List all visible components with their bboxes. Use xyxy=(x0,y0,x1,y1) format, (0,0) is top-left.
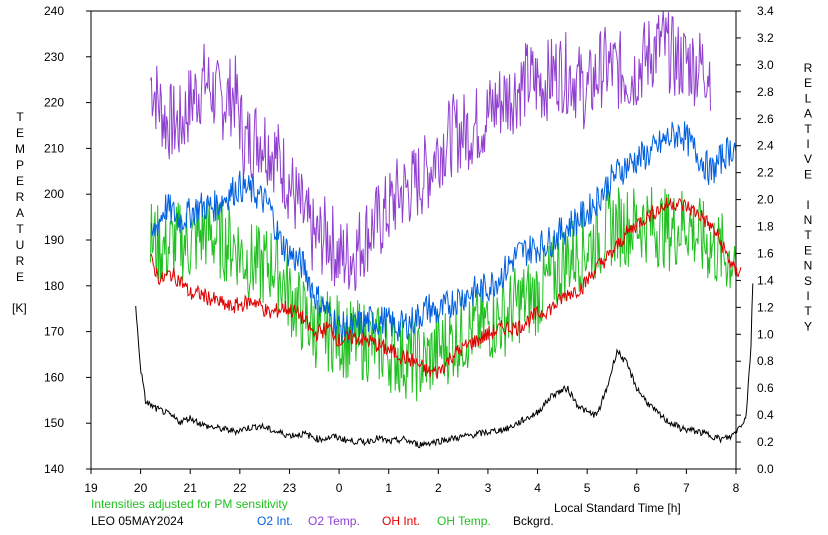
y-right-tick-label: 2.6 xyxy=(757,112,774,126)
y-left-label-letter: A xyxy=(16,206,24,220)
legend-entry: O2 Int. xyxy=(257,514,293,528)
y-left-label-letter: P xyxy=(16,158,24,172)
series-line xyxy=(150,186,736,402)
y-left-tick-label: 240 xyxy=(44,4,64,18)
y-left-label-letter: M xyxy=(15,142,25,156)
y-left-label-letter: U xyxy=(16,238,25,252)
y-right-label-letter: E xyxy=(804,76,812,90)
x-tick-label: 5 xyxy=(584,481,591,495)
y-right-tick-label: 0.4 xyxy=(757,408,774,422)
y-right-tick-label: 2.4 xyxy=(757,139,774,153)
y-right-label-letter: N xyxy=(804,213,813,227)
y-left-label-letter: T xyxy=(16,222,24,236)
y-right-tick-label: 2.8 xyxy=(757,85,774,99)
y-left-tick-label: 160 xyxy=(44,370,64,384)
y-right-tick-label: 0.8 xyxy=(757,354,774,368)
y-right-tick-label: 1.4 xyxy=(757,273,774,287)
y-left-tick-label: 170 xyxy=(44,325,64,339)
y-right-tick-label: 0.6 xyxy=(757,381,774,395)
y-left-label-letter: T xyxy=(16,110,24,124)
y-right-tick-label: 1.8 xyxy=(757,220,774,234)
y-right-label-letter: T xyxy=(804,122,812,136)
y-right-label-letter: I xyxy=(806,198,809,212)
series-o2-int xyxy=(150,121,736,344)
x-tick-label: 3 xyxy=(485,481,492,495)
y-right-tick-label: 0.2 xyxy=(757,435,774,449)
y-left-tick-label: 220 xyxy=(44,96,64,110)
x-tick-label: 23 xyxy=(283,481,297,495)
y-left-tick-label: 200 xyxy=(44,187,64,201)
y-left-label-letter: E xyxy=(16,270,24,284)
y-left-label-letter: E xyxy=(16,174,24,188)
y-left-tick-label: 190 xyxy=(44,233,64,247)
y-left-label-letter: E xyxy=(16,126,24,140)
legend-entry: OH Int. xyxy=(382,514,420,528)
x-tick-label: 20 xyxy=(134,481,148,495)
y-right-label-letter: E xyxy=(804,167,812,181)
x-tick-label: 2 xyxy=(435,481,442,495)
legend: O2 Int. O2 Temp. OH Int. OH Temp. Bckgrd. xyxy=(257,514,554,528)
y-right-label-letter: Y xyxy=(804,319,812,333)
series-bckgrd xyxy=(135,283,754,449)
y-right-label-letter: N xyxy=(804,259,813,273)
y-left-label-letter: R xyxy=(16,254,25,268)
series-oh-int xyxy=(150,197,742,379)
y-right-tick-label: 3.2 xyxy=(757,31,774,45)
y-left-tick-label: 210 xyxy=(44,141,64,155)
x-axis-label: Local Standard Time [h] xyxy=(554,501,681,515)
y-left-tick-label: 180 xyxy=(44,279,64,293)
x-tick-label: 1 xyxy=(385,481,392,495)
x-tick-label: 7 xyxy=(683,481,690,495)
legend-entry: OH Temp. xyxy=(437,514,491,528)
y-right-label-letter: V xyxy=(804,152,812,166)
y-right-tick-label: 3.4 xyxy=(757,4,774,18)
y-left-tick-label: 230 xyxy=(44,50,64,64)
y-right-label-letter: I xyxy=(806,289,809,303)
x-tick-label: 22 xyxy=(233,481,247,495)
y-right-tick-label: 0.0 xyxy=(757,462,774,476)
y-left-label-letter: R xyxy=(16,190,25,204)
y-left-unit: [K] xyxy=(12,301,27,315)
y-right-label-letter: T xyxy=(804,304,812,318)
series-line xyxy=(150,121,736,344)
x-tick-label: 4 xyxy=(534,481,541,495)
x-tick-label: 6 xyxy=(633,481,640,495)
x-tick-label: 19 xyxy=(84,481,98,495)
series-layer xyxy=(135,11,754,449)
legend-entry: O2 Temp. xyxy=(308,514,360,528)
y-right-tick-label: 1.0 xyxy=(757,327,774,341)
y-right-label-letter: L xyxy=(805,91,812,105)
sensitivity-note: Intensities adjusted for PM sensitivity xyxy=(91,497,288,511)
y-right-tick-label: 1.2 xyxy=(757,300,774,314)
y-right-label-letter: A xyxy=(804,107,812,121)
y-left-tick-label: 140 xyxy=(44,462,64,476)
series-line xyxy=(135,283,754,449)
x-tick-label: 8 xyxy=(733,481,740,495)
y-right-tick-label: 2.2 xyxy=(757,166,774,180)
y-right-label-letter: R xyxy=(804,61,813,75)
series-line xyxy=(150,197,742,379)
y-right-tick-label: 2.0 xyxy=(757,193,774,207)
series-oh-temp xyxy=(150,186,736,402)
station-date-label: LEO 05MAY2024 xyxy=(91,514,184,528)
x-tick-label: 21 xyxy=(184,481,198,495)
y-right-tick-label: 3.0 xyxy=(757,58,774,72)
y-right-tick-label: 1.6 xyxy=(757,246,774,260)
x-tick-label: 0 xyxy=(336,481,343,495)
y-right-label-letter: E xyxy=(804,243,812,257)
y-right-label-letter: I xyxy=(806,137,809,151)
legend-entry: Bckgrd. xyxy=(513,514,554,528)
y-right-label-letter: T xyxy=(804,228,812,242)
y-right-label-letter: S xyxy=(804,274,812,288)
ticks-layer: 19 20 21 22 23 0 1 2 3 4 5 6 7 8140150160170180190200… xyxy=(44,4,774,495)
y-left-tick-label: 150 xyxy=(44,416,64,430)
